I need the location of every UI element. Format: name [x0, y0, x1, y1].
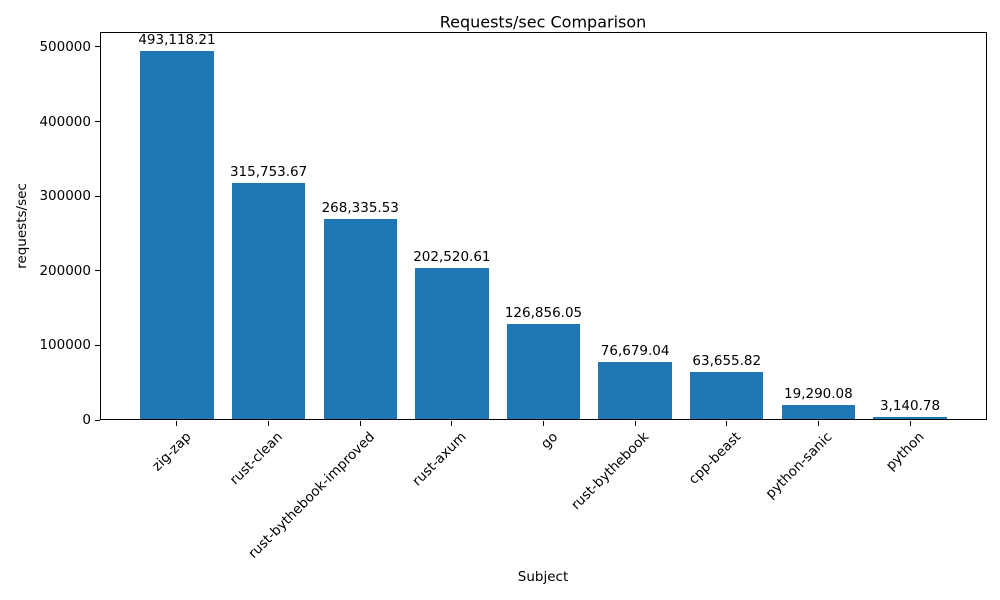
bar-value-label: 202,520.61	[413, 248, 491, 265]
bar-python	[873, 416, 947, 419]
y-tick-label: 0	[82, 412, 91, 428]
bar-value-label: 315,753.67	[229, 164, 308, 181]
y-tick	[95, 46, 100, 48]
bar-rust-axum	[415, 267, 489, 419]
x-tick	[359, 421, 361, 426]
chart-title: Requests/sec Comparison	[439, 12, 647, 32]
bar-cpp-beast	[690, 371, 764, 419]
y-tick-label: 200000	[39, 262, 91, 279]
x-tick	[817, 421, 819, 426]
y-tick	[95, 344, 100, 346]
bar-value-label: 493,118.21	[138, 32, 216, 49]
x-tick	[268, 421, 270, 426]
bar-go	[506, 324, 581, 419]
bar-zig-zap	[140, 51, 214, 419]
x-tick	[634, 421, 636, 426]
bar-value-label: 63,655.82	[692, 352, 762, 369]
y-tick	[95, 270, 100, 272]
x-tick	[726, 421, 728, 426]
x-tick	[176, 421, 178, 426]
x-tick-label: rust-bythebook	[568, 429, 653, 514]
bar-value-label: 3,140.78	[879, 397, 941, 414]
bar-value-label: 126,856.05	[504, 305, 583, 322]
y-tick-label: 400000	[39, 113, 91, 130]
x-tick	[451, 421, 453, 426]
y-tick-label: 100000	[39, 337, 91, 354]
x-tick	[543, 421, 544, 426]
x-tick-label: zig-zap	[148, 429, 195, 475]
bar-value-label: 19,290.08	[784, 385, 853, 402]
bar-value-label: 268,335.53	[321, 199, 399, 216]
bar-rust-bythebook	[598, 361, 672, 419]
x-axis-label: Subject	[517, 569, 569, 585]
bar-rust-bythebook-improved	[323, 218, 397, 419]
x-tick-label: rust-axum	[408, 429, 470, 490]
bar-value-label: 76,679.04	[600, 342, 670, 359]
x-tick-label: cpp-beast	[685, 429, 745, 488]
x-tick-label: go	[537, 429, 561, 453]
y-tick	[95, 195, 100, 197]
x-tick-label: python	[882, 429, 928, 474]
x-tick-label: rust-clean	[226, 429, 286, 489]
bar-python-sanic	[781, 404, 856, 419]
x-tick	[909, 421, 911, 426]
y-tick	[95, 419, 100, 421]
y-tick-label: 500000	[39, 38, 91, 55]
y-tick-label: 300000	[39, 188, 91, 205]
bar-rust-clean	[231, 183, 306, 419]
x-tick-label: python-sanic	[762, 429, 836, 502]
y-tick	[95, 121, 100, 123]
